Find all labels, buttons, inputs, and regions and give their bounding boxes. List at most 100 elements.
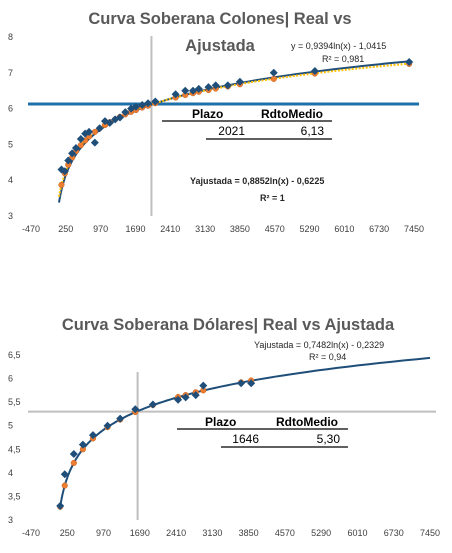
chart-colones-adjusted-equation: Yajustada = 0,8852ln(x) - 0,6225 [190,176,324,186]
chart-colones-title-line2: Ajustada [185,37,256,55]
chart-dolares-x-ticks: -470 250 970 1690 2410 3130 3850 4570 5290 6010 67… [22,528,440,538]
chart-colones-x-tick: 1690 [125,224,145,234]
chart-dolares-x-tick: 3130 [202,528,222,538]
chart-colones-table-value-plazo: 2021 [218,124,245,138]
chart-colones-point-real [105,118,114,127]
chart-colones-y-tick: 5 [8,139,13,149]
chart-dolares-x-tick: 4570 [275,528,295,538]
chart-colones-point-real [405,58,414,67]
chart-colones-point-real [85,127,94,136]
chart-colones: Curva Soberana Colones| Real vs Ajustada… [8,10,424,234]
chart-colones-point-adjusted [58,181,65,188]
chart-colones-y-ticks: 3 4 5 6 7 8 [8,32,13,221]
chart-dolares-y-tick: 5,5 [8,397,21,407]
chart-colones-point-real [211,81,220,90]
chart-colones-point-real [90,138,99,147]
chart-colones-adjusted-r2: R² = 1 [260,193,285,203]
chart-colones-point-real [181,86,190,95]
chart-colones-x-tick: 3130 [195,224,215,234]
chart-dolares-x-tick: 1690 [130,528,150,538]
chart-dolares-point-real [88,431,97,440]
chart-colones-point-real [310,67,319,76]
chart-colones-y-tick: 8 [8,32,13,42]
chart-dolares-point-real [103,421,112,430]
chart-colones-table-header-plazo: Plazo [192,107,223,121]
chart-colones-point-real [95,124,104,133]
chart-colones-y-tick: 4 [8,175,13,185]
chart-dolares-y-tick: 3,5 [8,491,21,501]
chart-dolares-x-tick: -470 [22,528,40,538]
chart-colones-x-tick: 250 [58,224,73,234]
chart-colones-table-header-rdto: RdtoMedio [261,107,323,121]
chart-colones-real-r2: R² = 0,981 [322,54,364,64]
chart-dolares: Curva Soberana Dólares| Real vs Ajustada… [8,316,440,538]
chart-dolares-point-real [69,450,78,458]
chart-dolares-point-real [199,381,208,390]
chart-colones-x-tick: -470 [22,224,40,234]
chart-colones-points [57,58,414,188]
chart-colones-y-tick: 7 [8,68,13,78]
chart-dolares-x-tick: 6730 [384,528,404,538]
chart-colones-x-tick: 2410 [160,224,180,234]
chart-colones-point-real [57,165,66,174]
chart-dolares-title: Curva Soberana Dólares| Real vs Ajustada [62,316,395,334]
chart-colones-x-ticks: -470 250 970 1690 2410 3130 3850 4570 5290 6010 67… [22,224,424,234]
chart-colones-point-real [76,135,85,144]
chart-dolares-adjusted-r2: R² = 0,94 [309,352,346,362]
chart-colones-title-line1: Curva Soberana Colones| Real vs [88,10,351,28]
chart-colones-point-real [121,108,130,117]
chart-colones-reference-lines [28,36,419,216]
chart-colones-point-real [131,102,140,111]
chart-dolares-table-value-rdto: 5,30 [317,432,341,446]
chart-dolares-point-real [237,379,246,388]
chart-dolares-point-real [116,414,125,423]
chart-dolares-y-tick: 5 [8,421,13,431]
chart-colones-x-tick: 970 [93,224,108,234]
chart-dolares-y-tick: 6,5 [8,350,21,360]
chart-dolares-point-real [56,501,65,510]
chart-dolares-table-value-plazo: 1646 [232,432,259,446]
chart-dolares-y-ticks: 3 3,5 4 4,5 5 5,5 6 6,5 [8,350,21,525]
chart-dolares-x-tick: 2410 [166,528,186,538]
chart-colones-point-real [223,81,232,90]
chart-dolares-point-real [174,395,183,404]
chart-dolares-x-tick: 970 [96,528,111,538]
chart-colones-y-tick: 6 [8,104,13,114]
chart-dolares-points [56,377,256,510]
chart-colones-table-value-rdto: 6,13 [301,124,325,138]
chart-dolares-table-header-plazo: Plazo [205,415,236,429]
chart-colones-real-equation: y = 0,9394ln(x) - 1,0415 [291,41,386,51]
chart-dolares-point-real [181,393,190,402]
chart-dolares-y-tick: 4 [8,468,13,478]
chart-dolares-y-tick: 4,5 [8,444,21,454]
chart-dolares-x-tick: 3850 [239,528,259,538]
chart-colones-point-real [138,101,147,110]
chart-colones-point-real [235,77,244,86]
chart-colones-x-tick: 5290 [300,224,320,234]
chart-colones-point-real [64,156,73,165]
chart-colones-point-real [151,97,160,106]
chart-dolares-x-tick: 7450 [420,528,440,538]
chart-colones-point-real [171,90,180,99]
chart-colones-point-real [115,113,124,122]
chart-dolares-x-tick: 5290 [311,528,331,538]
chart-colones-point-real [144,99,153,108]
chart-dolares-point-real [60,470,69,479]
chart-dolares-x-tick: 250 [60,528,75,538]
chart-dolares-point-real [191,391,200,400]
chart-colones-x-tick: 6010 [334,224,354,234]
chart-dolares-x-tick: 6010 [347,528,367,538]
chart-colones-point-real [194,84,203,93]
chart-dolares-table-header-rdto: RdtoMedio [276,415,338,429]
chart-dolares-reference-lines [28,372,436,520]
chart-colones-point-real [68,149,77,158]
chart-dolares-point-adjusted [61,482,68,489]
chart-dolares-point-real [131,405,140,414]
chart-colones-x-tick: 3850 [230,224,250,234]
chart-dolares-point-adjusted [70,459,77,467]
chart-colones-point-real [60,167,69,176]
chart-colones-point-real [204,83,213,92]
chart-dolares-y-tick: 3 [8,515,13,525]
chart-dolares-point-real [148,400,157,409]
